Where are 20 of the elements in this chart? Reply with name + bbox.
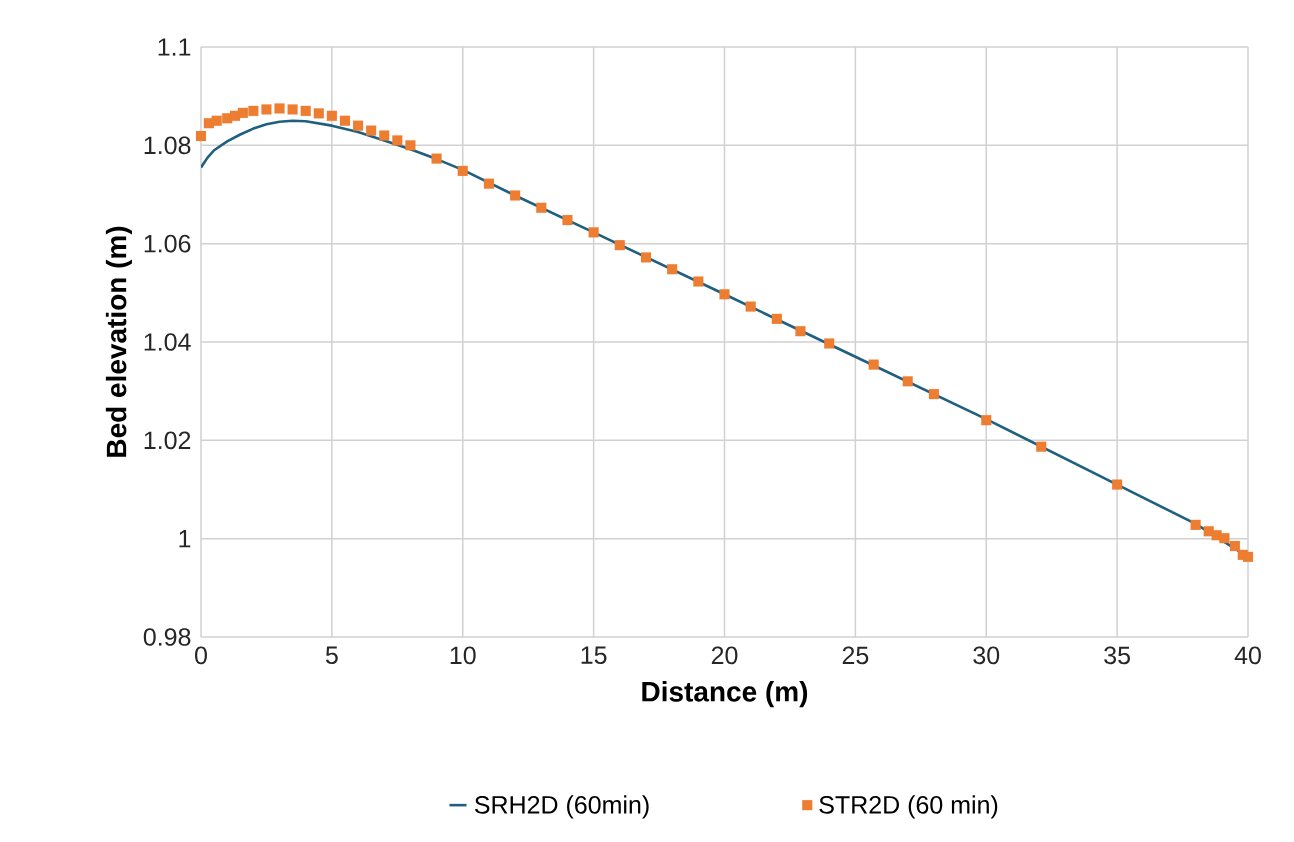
x-tick-label: 5	[325, 646, 338, 664]
y-tick-label: 1.04	[144, 333, 191, 351]
x-tick-label: 30	[973, 646, 1000, 665]
x-tick-label: 40	[1234, 646, 1261, 665]
y-axis-title: Bed elevation (m)	[105, 226, 132, 457]
y-tick-label: 1	[179, 530, 191, 548]
x-tick-label: 15	[581, 646, 607, 664]
y-tick-label: 1.02	[144, 431, 191, 450]
x-tick-label: 0	[195, 646, 207, 665]
y-tick-label: 1.08	[144, 136, 191, 155]
x-tick-label: 20	[711, 646, 738, 665]
y-tick-label: 0.98	[143, 628, 191, 646]
x-tick-label: 10	[450, 646, 476, 665]
legend-label: SRH2D (60min)	[474, 795, 649, 819]
y-tick-label: 1.06	[144, 234, 191, 253]
x-axis-title: Distance (m)	[642, 681, 808, 708]
legend-label: STR2D (60 min)	[819, 795, 998, 819]
x-tick-label: 35	[1104, 646, 1130, 665]
y-tick-label: 1.1	[158, 38, 191, 56]
x-tick-label: 25	[842, 646, 869, 665]
